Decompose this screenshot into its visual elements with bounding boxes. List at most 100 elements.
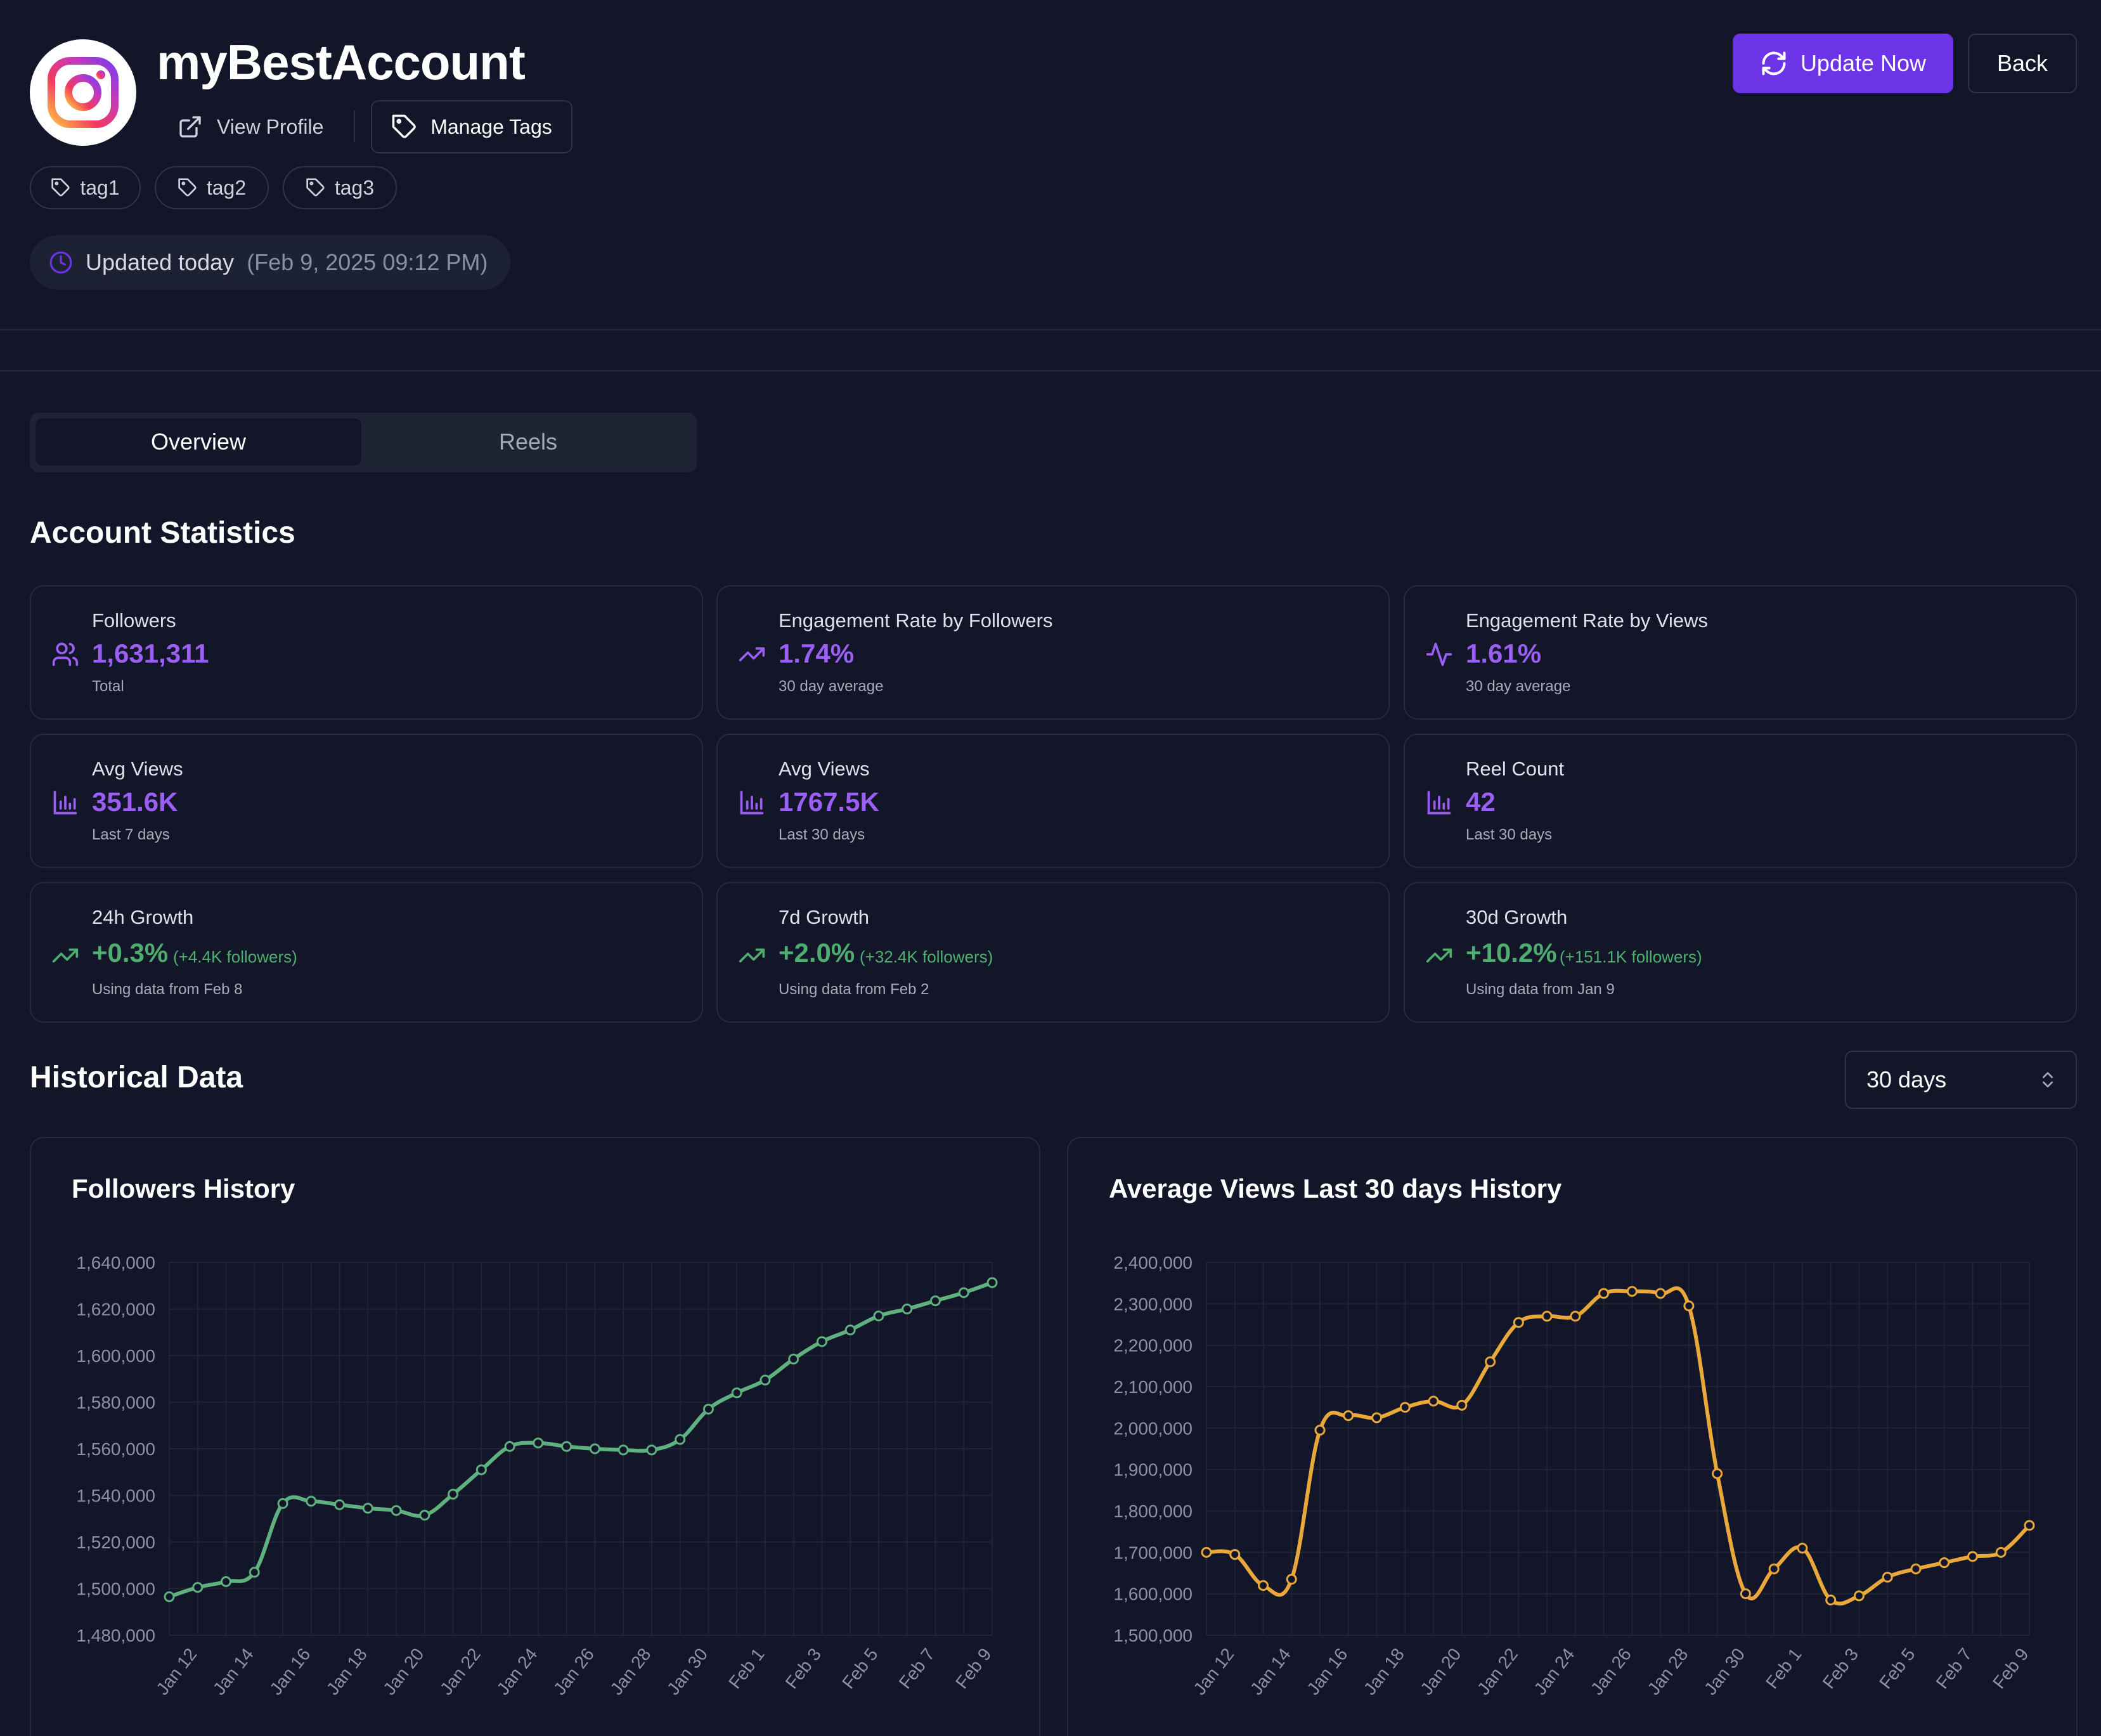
data-point	[1740, 1588, 1751, 1600]
trending-up-icon	[739, 949, 765, 962]
tag-chip[interactable]: tag3	[283, 166, 397, 209]
stat-value: 42	[1466, 787, 1496, 817]
data-point	[1485, 1356, 1496, 1368]
data-point	[533, 1437, 544, 1449]
data-point	[646, 1444, 657, 1456]
x-tick-label: Jan 28	[1643, 1645, 1691, 1699]
series-line	[169, 1281, 993, 1599]
stat-label: Engagement Rate by Views	[1466, 609, 1708, 632]
series-line	[1206, 1286, 2031, 1606]
external-link-icon	[179, 116, 201, 138]
tag-icon	[392, 114, 416, 138]
x-tick-label: Feb 3	[782, 1645, 825, 1693]
data-point	[1456, 1399, 1468, 1411]
range-select[interactable]: 30 days	[1845, 1051, 2077, 1109]
data-point	[1768, 1563, 1780, 1574]
chart-grid	[1206, 1262, 2030, 1636]
data-point	[362, 1503, 373, 1514]
stat-label: Followers	[92, 609, 176, 632]
stat-label: 24h Growth	[92, 906, 194, 928]
stat-card-engagement-views: Engagement Rate by Views 1.61% 30 day av…	[1404, 585, 2077, 720]
y-tick-label: 2,300,000	[1113, 1294, 1193, 1314]
x-tick-label: Jan 20	[379, 1645, 427, 1699]
tag-icon	[306, 178, 325, 197]
data-point	[1882, 1572, 1893, 1583]
x-tick-label: Jan 12	[1189, 1645, 1238, 1699]
y-tick-label: 1,620,000	[76, 1300, 155, 1319]
x-tick-label: Jan 28	[606, 1645, 654, 1699]
historical-data-heading: Historical Data	[30, 1061, 243, 1094]
stat-label: Reel Count	[1466, 758, 1565, 780]
data-point	[1853, 1590, 1865, 1602]
refresh-icon	[1762, 51, 1786, 75]
divider	[354, 110, 355, 142]
x-tick-label: Jan 12	[152, 1645, 200, 1699]
tab-bar: Overview Reels	[30, 413, 697, 472]
tag-chip[interactable]: tag1	[30, 166, 141, 209]
data-point	[731, 1387, 742, 1399]
stat-card-growth-30d: 30d Growth +10.2% (+151.1K followers) Us…	[1404, 882, 2077, 1023]
x-tick-label: Feb 1	[725, 1645, 768, 1693]
clock-icon	[49, 251, 72, 274]
tag-chip[interactable]: tag2	[155, 166, 269, 209]
y-tick-label: 1,580,000	[76, 1393, 155, 1413]
data-point	[958, 1287, 969, 1299]
x-tick-label: Jan 22	[436, 1645, 484, 1699]
view-profile-link[interactable]: View Profile	[172, 107, 328, 147]
stat-value: +0.3%	[92, 938, 169, 968]
data-point	[448, 1489, 459, 1500]
account-name: myBestAccount	[157, 34, 526, 90]
y-tick-label: 1,480,000	[76, 1626, 155, 1645]
x-tick-label: Feb 7	[895, 1645, 939, 1693]
trending-up-icon	[1426, 949, 1452, 962]
data-point	[1797, 1543, 1808, 1554]
stat-card-avg-views-30d: Avg Views 1767.5K Last 30 days	[716, 734, 1390, 868]
divider	[0, 329, 2101, 330]
y-tick-label: 2,400,000	[1113, 1253, 1193, 1273]
data-point	[816, 1336, 827, 1347]
y-tick-label: 1,500,000	[76, 1579, 155, 1599]
tag-icon	[51, 178, 70, 197]
update-now-button[interactable]: Update Now	[1733, 34, 1953, 93]
stat-sub: Using data from Feb 8	[92, 981, 243, 998]
manage-tags-label: Manage Tags	[430, 115, 552, 138]
account-statistics-heading: Account Statistics	[30, 516, 295, 550]
stat-value: 1.61%	[1466, 638, 1542, 668]
manage-tags-button[interactable]: Manage Tags	[371, 100, 572, 153]
chevrons-up-down-icon	[2043, 1072, 2053, 1087]
data-point	[1428, 1396, 1439, 1407]
x-tick-label: Feb 5	[1875, 1645, 1919, 1693]
bar-chart-icon	[1427, 791, 1451, 815]
y-tick-label: 1,800,000	[1113, 1501, 1193, 1521]
tab-reels[interactable]: Reels	[498, 429, 558, 455]
data-point	[1910, 1563, 1922, 1574]
y-tick-label: 1,900,000	[1113, 1460, 1193, 1480]
y-tick-label: 1,500,000	[1113, 1626, 1193, 1645]
stat-card-growth-24h: 24h Growth +0.3% (+4.4K followers) Using…	[30, 882, 703, 1023]
average-views-history-card: Average Views Last 30 days History 1,500…	[1067, 1137, 2078, 1736]
x-tick-label: Jan 30	[663, 1645, 711, 1699]
chart-title: Average Views Last 30 days History	[1109, 1174, 1562, 1203]
tab-overview[interactable]: Overview	[36, 418, 361, 465]
data-point	[1655, 1288, 1666, 1299]
y-tick-label: 2,200,000	[1113, 1336, 1193, 1356]
stat-label: Avg Views	[779, 758, 870, 780]
x-tick-label: Feb 5	[838, 1645, 882, 1693]
data-point	[561, 1441, 572, 1452]
stat-sub: Last 30 days	[779, 826, 865, 843]
y-tick-label: 1,700,000	[1113, 1543, 1193, 1562]
x-tick-label: Feb 9	[952, 1645, 995, 1693]
tag-label: tag2	[206, 176, 247, 199]
data-point	[277, 1498, 288, 1509]
trending-up-icon	[52, 949, 79, 962]
data-point	[334, 1499, 346, 1510]
data-point	[1570, 1311, 1581, 1322]
range-select-value: 30 days	[1866, 1066, 1947, 1092]
y-tick-label: 1,600,000	[1113, 1584, 1193, 1604]
back-button[interactable]: Back	[1968, 34, 2077, 93]
stat-sub: 30 day average	[1466, 678, 1571, 695]
stat-card-engagement-followers: Engagement Rate by Followers 1.74% 30 da…	[716, 585, 1390, 720]
x-tick-label: Jan 26	[1587, 1645, 1635, 1699]
data-point	[1371, 1412, 1383, 1423]
instagram-icon	[48, 57, 119, 128]
